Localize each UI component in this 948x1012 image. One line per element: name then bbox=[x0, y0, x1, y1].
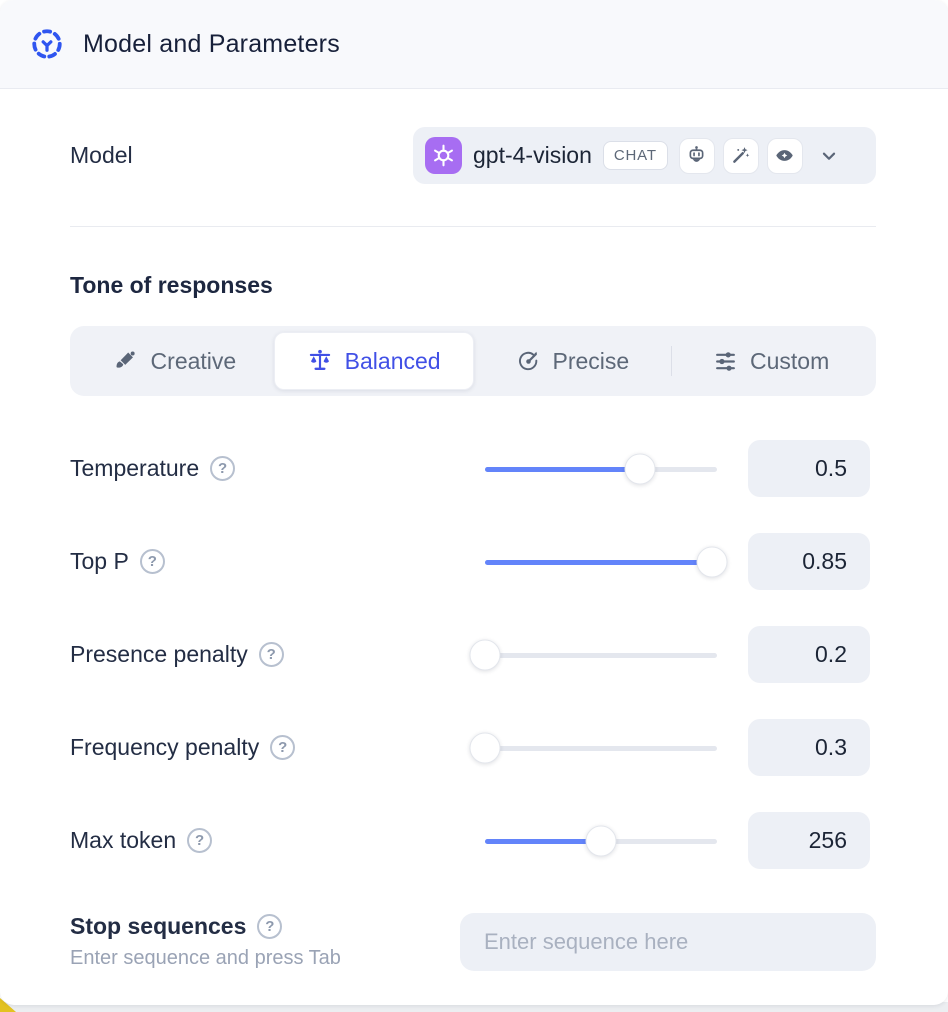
slider-fill bbox=[485, 838, 601, 844]
balance-scale-icon bbox=[309, 349, 330, 370]
section-divider bbox=[70, 226, 876, 227]
parameter-value[interactable]: 0.3 bbox=[748, 719, 870, 776]
tone-option-balanced[interactable]: Balanced bbox=[273, 332, 474, 390]
parameter-label: Frequency penalty bbox=[70, 734, 260, 760]
parameter-value[interactable]: 0.5 bbox=[748, 440, 870, 497]
paintbrush-icon bbox=[116, 351, 135, 368]
slider-thumb[interactable] bbox=[469, 639, 501, 670]
parameter-label: Top P bbox=[70, 548, 129, 574]
magic-wand-icon bbox=[722, 137, 759, 174]
chevron-down-icon[interactable] bbox=[818, 145, 840, 167]
model-label: Model bbox=[70, 142, 133, 168]
help-icon[interactable]: ? bbox=[187, 828, 213, 853]
parameter-label: Temperature bbox=[70, 455, 200, 481]
chat-type-badge: CHAT bbox=[602, 141, 668, 170]
tone-option-label: Balanced bbox=[344, 347, 441, 374]
stop-sequence-input[interactable] bbox=[460, 913, 876, 971]
tone-option-label: Precise bbox=[552, 347, 630, 374]
help-icon[interactable]: ? bbox=[210, 456, 236, 481]
model-name: gpt-4-vision bbox=[473, 142, 592, 168]
parameter-row: Max token ? 256 bbox=[70, 812, 876, 869]
slider-thumb[interactable] bbox=[585, 825, 617, 856]
parameter-slider[interactable] bbox=[469, 732, 717, 763]
openai-logo-icon bbox=[425, 137, 462, 174]
slider-fill bbox=[485, 466, 641, 472]
help-icon[interactable]: ? bbox=[270, 735, 296, 760]
tone-option-custom[interactable]: Custom bbox=[672, 332, 870, 390]
panel-title: Model and Parameters bbox=[83, 29, 340, 58]
slider-track[interactable] bbox=[485, 745, 717, 751]
tone-option-label: Custom bbox=[750, 347, 830, 374]
target-icon bbox=[518, 351, 537, 370]
robot-icon bbox=[678, 137, 715, 174]
parameter-list: Temperature ? 0.5 Top P ? bbox=[70, 440, 876, 869]
parameter-row: Temperature ? 0.5 bbox=[70, 440, 876, 497]
parameter-slider[interactable] bbox=[485, 825, 717, 856]
tone-segmented-control: Creative Balanced bbox=[70, 326, 876, 396]
parameter-row: Frequency penalty ? 0.3 bbox=[70, 719, 876, 776]
parameter-value[interactable]: 256 bbox=[748, 812, 870, 869]
model-row: Model bbox=[70, 127, 876, 184]
slider-fill bbox=[485, 559, 713, 565]
tone-option-creative[interactable]: Creative bbox=[76, 332, 274, 390]
slider-thumb[interactable] bbox=[469, 732, 501, 763]
slider-track[interactable] bbox=[485, 652, 717, 658]
parameter-row: Top P ? 0.85 bbox=[70, 533, 876, 590]
help-icon[interactable]: ? bbox=[258, 642, 284, 667]
parameter-row: Presence penalty ? 0.2 bbox=[70, 626, 876, 683]
sliders-icon bbox=[716, 351, 735, 371]
page-background-strip bbox=[0, 1002, 948, 1012]
stop-sequences-helper: Enter sequence and press Tab bbox=[70, 947, 341, 969]
parameter-value[interactable]: 0.85 bbox=[748, 533, 870, 590]
slider-thumb[interactable] bbox=[696, 546, 728, 577]
parameter-label: Max token bbox=[70, 827, 177, 853]
slider-thumb[interactable] bbox=[624, 453, 656, 484]
parameter-slider[interactable] bbox=[469, 639, 717, 670]
parameter-label: Presence penalty bbox=[70, 641, 248, 667]
parameter-slider[interactable] bbox=[485, 546, 728, 577]
stop-sequences-row: Stop sequences ? Enter sequence and pres… bbox=[70, 913, 876, 971]
tone-heading: Tone of responses bbox=[70, 272, 273, 298]
help-icon[interactable]: ? bbox=[257, 914, 283, 939]
model-select[interactable]: gpt-4-vision CHAT bbox=[413, 127, 876, 184]
parameter-slider[interactable] bbox=[485, 453, 717, 484]
help-icon[interactable]: ? bbox=[139, 549, 165, 574]
vision-eye-icon bbox=[766, 137, 803, 174]
stop-sequences-label: Stop sequences bbox=[70, 913, 247, 939]
parameter-value[interactable]: 0.2 bbox=[748, 626, 870, 683]
tone-option-label: Creative bbox=[150, 347, 237, 374]
model-hub-icon bbox=[30, 27, 64, 61]
segment-divider bbox=[671, 346, 673, 376]
tone-option-precise[interactable]: Precise bbox=[474, 332, 672, 390]
panel-header: Model and Parameters bbox=[0, 0, 948, 89]
